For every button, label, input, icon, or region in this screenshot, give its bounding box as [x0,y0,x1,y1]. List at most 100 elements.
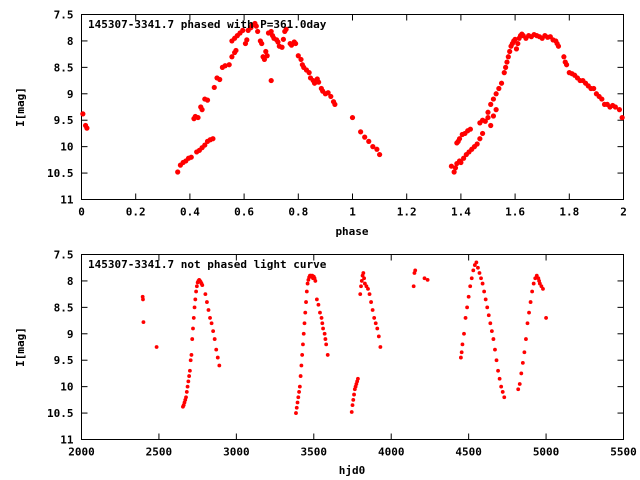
data-point [188,358,193,363]
data-point [186,379,191,384]
y-tick-label: 11 [60,194,74,207]
data-point [599,96,605,102]
data-point [359,279,364,283]
data-point [452,165,459,171]
data-point [512,36,518,42]
data-point [513,46,520,52]
data-point [519,371,524,376]
data-point [217,76,223,83]
x-tick-label: 0.4 [180,206,200,219]
data-point [541,286,545,291]
x-tick-label: 1.2 [397,206,417,219]
data-point [468,284,473,289]
plot-title: 145307-3341.7 not phased light curve [88,258,327,271]
data-point [479,276,483,281]
y-tick-label: 10.5 [47,407,74,420]
y-tick-label: 10.5 [47,167,74,180]
data-point [299,363,304,368]
x-tick-label: 4000 [378,446,405,459]
data-point [214,347,219,352]
data-point [516,387,521,392]
data-point [184,395,188,400]
data-point [215,355,220,360]
data-point [361,271,366,275]
data-point [359,284,363,289]
data-point [488,101,494,107]
data-point [493,107,499,113]
data-point [499,384,504,389]
y-tick-label: 8 [67,275,74,288]
data-point [469,276,474,281]
data-point [203,292,208,297]
x-tick-label: 0.8 [288,206,308,219]
data-point [370,308,375,312]
data-point [295,53,301,59]
plot-frame [81,254,624,440]
data-point [493,91,499,97]
data-point [253,23,259,29]
data-point [362,134,368,140]
data-point [619,114,625,121]
data-point [184,390,189,394]
data-point [208,316,212,320]
y-tick-label: 10 [60,381,73,394]
data-point [190,337,195,341]
data-point [496,368,500,373]
data-point [349,114,356,121]
data-point [141,297,145,302]
data-point [465,305,469,310]
data-point [304,300,308,304]
data-point [485,109,491,115]
data-point [141,320,146,325]
data-point [458,159,464,166]
x-tick-labels: 0 0.2 0.4 0.6 0.8 1 1.2 1.4 1.6 1.8 2 [78,206,627,219]
data-point [474,260,479,265]
data-point [305,281,310,286]
data-point [297,384,302,389]
x-axis-label: phase [335,225,368,238]
data-point [318,310,322,315]
data-point [520,360,525,365]
data-point [311,80,318,86]
data-point [319,316,324,320]
data-point [490,113,497,119]
data-point [280,36,286,42]
data-point [222,63,228,69]
data-point [515,40,521,47]
data-point [191,326,195,331]
data-point [374,146,380,152]
data-points [140,260,548,415]
data-point [461,155,467,161]
data-point [332,101,338,107]
data-point [411,284,416,289]
data-point [324,342,329,347]
x-tick-label: 0.6 [234,206,254,219]
data-point [482,118,488,124]
data-point [298,374,303,378]
y-tick-labels: 7.5 8 8.5 9 9.5 10 10.5 11 [47,9,74,207]
data-point [320,321,325,326]
data-point [321,326,325,331]
data-point [369,300,373,304]
x-tick-label: 0.2 [126,206,146,219]
data-point [507,48,513,55]
data-points [80,20,625,175]
data-point [471,268,476,273]
data-point [294,411,298,415]
data-point [474,141,480,147]
data-point [362,276,367,281]
data-point [477,136,483,142]
x-tick-label: 5000 [533,446,560,459]
data-point [485,305,490,310]
data-point [497,376,502,381]
y-tick-label: 9 [67,328,74,341]
data-point [294,405,299,410]
data-point [351,397,356,402]
data-point [377,151,383,158]
data-point [193,297,198,302]
data-point [313,279,318,283]
data-point [212,337,217,341]
data-point [298,56,304,63]
data-point [476,265,480,270]
